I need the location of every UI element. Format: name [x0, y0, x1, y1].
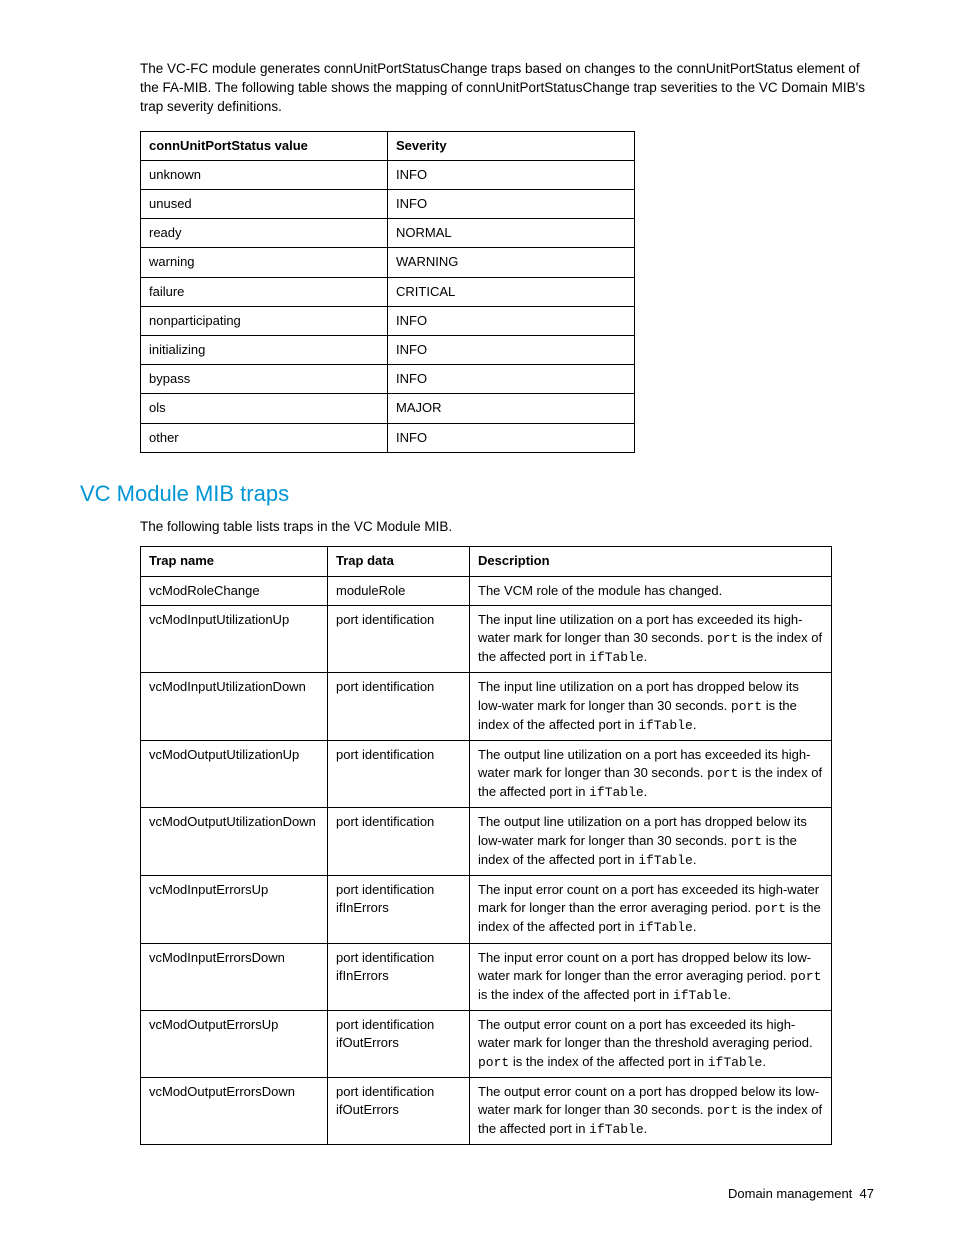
table-cell: ready	[141, 219, 388, 248]
table-cell: NORMAL	[388, 219, 635, 248]
table-row: vcModOutputUtilizationUpport identificat…	[141, 740, 832, 808]
table-cell: MAJOR	[388, 394, 635, 423]
trap-data-cell: port identification	[328, 740, 470, 808]
severity-table: connUnitPortStatus value Severity unknow…	[140, 131, 635, 453]
trap-name-cell: vcModRoleChange	[141, 576, 328, 605]
trap-name-cell: vcModInputUtilizationDown	[141, 673, 328, 741]
table-cell: initializing	[141, 335, 388, 364]
trap-desc-cell: The output error count on a port has exc…	[470, 1011, 832, 1078]
trap-data-cell: port identification ifOutErrors	[328, 1011, 470, 1078]
trap-desc-cell: The input error count on a port has exce…	[470, 876, 832, 944]
table-cell: warning	[141, 248, 388, 277]
col-status-value: connUnitPortStatus value	[141, 131, 388, 160]
table-row: otherINFO	[141, 423, 635, 452]
footer-label: Domain management	[728, 1186, 852, 1201]
trap-desc-cell: The VCM role of the module has changed.	[470, 576, 832, 605]
table-cell: INFO	[388, 365, 635, 394]
trap-desc-cell: The input line utilization on a port has…	[470, 673, 832, 741]
trap-name-cell: vcModInputErrorsDown	[141, 943, 328, 1011]
table-cell: unknown	[141, 160, 388, 189]
trap-data-cell: moduleRole	[328, 576, 470, 605]
table-cell: CRITICAL	[388, 277, 635, 306]
table-cell: INFO	[388, 306, 635, 335]
table-row: vcModOutputUtilizationDownport identific…	[141, 808, 832, 876]
col-trap-data: Trap data	[328, 547, 470, 576]
table-cell: ols	[141, 394, 388, 423]
table-cell: INFO	[388, 423, 635, 452]
trap-desc-cell: The output line utilization on a port ha…	[470, 808, 832, 876]
table-cell: other	[141, 423, 388, 452]
footer-page: 47	[860, 1186, 874, 1201]
table-row: failureCRITICAL	[141, 277, 635, 306]
table-row: vcModInputUtilizationUpport identificati…	[141, 605, 832, 673]
table-row: vcModOutputErrorsDownport identification…	[141, 1077, 832, 1145]
col-trap-name: Trap name	[141, 547, 328, 576]
table-row: bypassINFO	[141, 365, 635, 394]
table-row: readyNORMAL	[141, 219, 635, 248]
table-cell: failure	[141, 277, 388, 306]
col-description: Description	[470, 547, 832, 576]
table-cell: INFO	[388, 160, 635, 189]
table-row: unusedINFO	[141, 190, 635, 219]
trap-name-cell: vcModInputUtilizationUp	[141, 605, 328, 673]
table-cell: WARNING	[388, 248, 635, 277]
col-severity: Severity	[388, 131, 635, 160]
section-sub: The following table lists traps in the V…	[140, 518, 874, 537]
table-row: vcModInputUtilizationDownport identifica…	[141, 673, 832, 741]
trap-name-cell: vcModOutputErrorsUp	[141, 1011, 328, 1078]
table-row: warningWARNING	[141, 248, 635, 277]
table-cell: unused	[141, 190, 388, 219]
trap-name-cell: vcModOutputErrorsDown	[141, 1077, 328, 1145]
table-row: vcModOutputErrorsUpport identification i…	[141, 1011, 832, 1078]
trap-desc-cell: The input error count on a port has drop…	[470, 943, 832, 1011]
table-cell: INFO	[388, 335, 635, 364]
table-row: vcModRoleChangemoduleRoleThe VCM role of…	[141, 576, 832, 605]
table-row: nonparticipatingINFO	[141, 306, 635, 335]
table-cell: INFO	[388, 190, 635, 219]
table-cell: nonparticipating	[141, 306, 388, 335]
table-row: vcModInputErrorsUpport identification if…	[141, 876, 832, 944]
trap-desc-cell: The output error count on a port has dro…	[470, 1077, 832, 1145]
table-cell: bypass	[141, 365, 388, 394]
trap-desc-cell: The output line utilization on a port ha…	[470, 740, 832, 808]
section-heading: VC Module MIB traps	[80, 479, 874, 510]
trap-data-cell: port identification	[328, 808, 470, 876]
trap-name-cell: vcModOutputUtilizationDown	[141, 808, 328, 876]
page-footer: Domain management 47	[80, 1185, 874, 1203]
trap-name-cell: vcModInputErrorsUp	[141, 876, 328, 944]
table-row: olsMAJOR	[141, 394, 635, 423]
table-row: initializingINFO	[141, 335, 635, 364]
trap-data-cell: port identification ifInErrors	[328, 876, 470, 944]
trap-data-cell: port identification	[328, 605, 470, 673]
trap-data-cell: port identification ifInErrors	[328, 943, 470, 1011]
trap-data-cell: port identification ifOutErrors	[328, 1077, 470, 1145]
trap-data-cell: port identification	[328, 673, 470, 741]
intro-paragraph: The VC-FC module generates connUnitPortS…	[140, 60, 874, 117]
trap-desc-cell: The input line utilization on a port has…	[470, 605, 832, 673]
trap-name-cell: vcModOutputUtilizationUp	[141, 740, 328, 808]
traps-table: Trap name Trap data Description vcModRol…	[140, 546, 832, 1145]
table-row: unknownINFO	[141, 160, 635, 189]
table-row: vcModInputErrorsDownport identification …	[141, 943, 832, 1011]
